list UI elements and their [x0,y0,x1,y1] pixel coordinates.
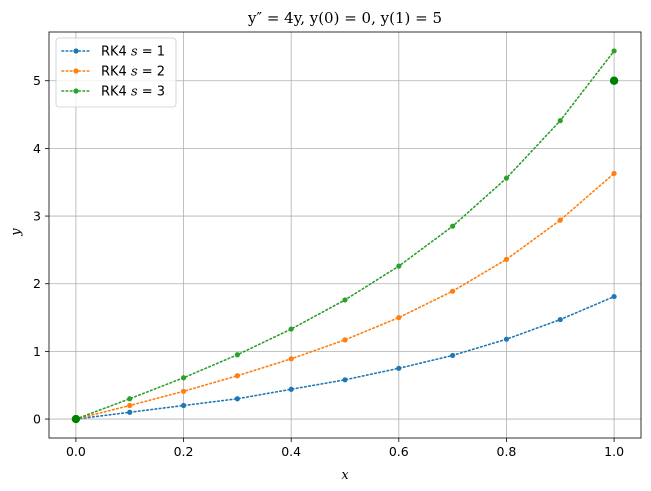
data-point [234,352,240,358]
data-point [288,356,294,362]
plot-frame [48,31,642,439]
legend-entry-3: RK4 s = 3 [101,85,165,100]
data-point [342,337,348,343]
y-axis-ticks: 0 1 2 3 4 5 [33,73,49,427]
data-point [127,402,133,409]
x-axis-ticks: 0.0 0.2 0.4 0.6 0.8 1.0 [66,438,624,459]
boundary-points [71,76,619,424]
y-tick-label: 5 [33,73,41,88]
data-point [180,375,187,381]
legend-marker [73,48,79,54]
x-tick-label: 0.6 [389,444,409,459]
series-line-1 [75,295,615,420]
x-tick-label: 0.0 [66,444,86,459]
boundary-point [609,76,619,85]
x-axis-label: x [341,468,349,483]
data-point [611,170,617,177]
x-tick-label: 0.2 [174,444,194,459]
data-point [342,377,348,383]
data-point [396,365,402,371]
data-point [450,288,456,294]
data-point [557,316,563,323]
data-point [557,217,563,223]
data-point [180,388,187,394]
x-tick-label: 0.8 [497,444,517,459]
series-group [73,48,617,422]
legend-entry-2: RK4 s = 2 [101,65,165,80]
boundary-point [71,414,81,424]
data-point [503,175,510,181]
legend-entry-1: RK4 s = 1 [101,45,165,60]
data-point [396,314,402,321]
data-point [127,396,133,402]
data-point [557,118,563,124]
y-tick-label: 2 [33,276,41,291]
y-tick-label: 4 [33,141,41,156]
x-tick-label: 1.0 [604,444,624,459]
data-point [450,223,456,229]
data-point [127,409,133,415]
grid [49,32,641,438]
legend-marker [73,68,79,74]
x-tick-label: 0.4 [281,444,301,459]
data-point [611,293,617,300]
data-point [288,386,294,392]
data-point [396,263,402,269]
data-point [234,396,240,402]
legend: RK4 s = 1 RK4 s = 2 RK4 s = 3 [55,37,177,108]
legend-box [55,37,177,108]
y-tick-label: 1 [33,344,41,359]
data-point [450,352,456,359]
data-point [288,326,294,332]
data-point [503,336,510,342]
data-point [611,48,617,54]
data-point [234,373,240,379]
legend-marker [73,88,79,94]
data-point [503,256,510,262]
data-point [180,402,187,409]
y-axis-label: y [9,228,24,237]
data-point [342,297,348,303]
y-tick-label: 3 [33,209,41,224]
chart-title: y″ = 4y, y(0) = 0, y(1) = 5 [247,9,442,27]
y-tick-label: 0 [33,412,41,427]
